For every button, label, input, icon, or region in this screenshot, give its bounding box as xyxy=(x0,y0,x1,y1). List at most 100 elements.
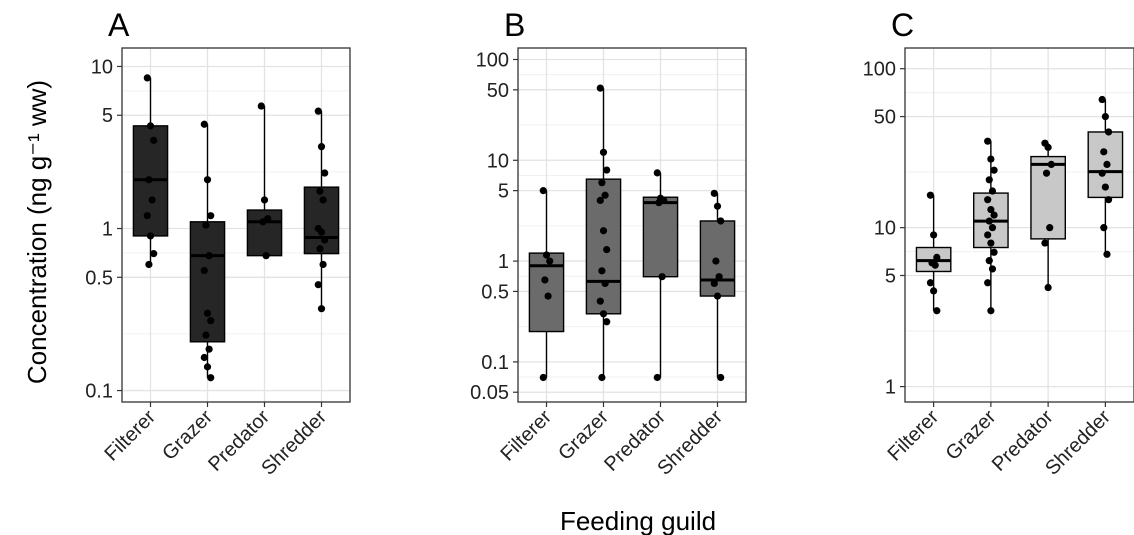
data-point xyxy=(990,166,998,174)
data-point xyxy=(990,211,998,219)
data-point xyxy=(985,257,993,265)
data-point xyxy=(542,251,551,259)
y-tick-label: 1 xyxy=(498,251,509,273)
data-point xyxy=(1100,224,1108,232)
data-point xyxy=(143,74,151,82)
data-point xyxy=(539,373,547,382)
y-tick-label: 100 xyxy=(476,49,509,71)
y-tick-label: 5 xyxy=(498,181,509,203)
data-point xyxy=(653,169,661,177)
box-filterer xyxy=(915,191,952,315)
data-point xyxy=(596,84,604,92)
y-tick-label: 10 xyxy=(91,56,113,78)
data-point xyxy=(717,373,725,382)
data-point xyxy=(710,189,718,197)
data-point xyxy=(933,307,941,315)
panel-b: 0.050.10.5151050100FiltererGrazerPredato… xyxy=(470,7,747,480)
data-point xyxy=(985,217,993,225)
box-iqr xyxy=(189,221,226,343)
data-point xyxy=(257,102,265,110)
box-predator xyxy=(246,102,283,260)
data-point xyxy=(146,122,155,130)
data-point xyxy=(933,253,941,261)
data-point xyxy=(931,261,939,269)
data-point xyxy=(205,252,213,260)
data-point xyxy=(712,257,720,265)
data-point xyxy=(203,176,212,184)
data-point xyxy=(1103,250,1111,258)
data-point xyxy=(598,179,606,187)
data-point xyxy=(987,155,995,163)
y-tick-label: 100 xyxy=(863,59,896,81)
data-point xyxy=(262,252,270,260)
data-point xyxy=(207,212,215,220)
data-point xyxy=(1101,183,1109,191)
data-point xyxy=(1100,148,1108,156)
data-point xyxy=(984,196,992,204)
data-point xyxy=(601,279,609,288)
panel-letter: A xyxy=(108,7,130,43)
data-point xyxy=(544,292,552,300)
data-point xyxy=(926,279,935,287)
data-point xyxy=(715,273,723,281)
x-tick-label: Filterer xyxy=(884,406,944,466)
y-tick-label: 0.05 xyxy=(470,382,509,404)
y-tick-label: 1 xyxy=(102,219,113,241)
data-point xyxy=(200,266,208,275)
data-point xyxy=(930,287,938,295)
data-point xyxy=(1044,283,1052,292)
data-point xyxy=(601,191,609,199)
data-point xyxy=(316,187,324,195)
data-point xyxy=(145,176,153,184)
data-point xyxy=(317,305,326,313)
data-point xyxy=(148,196,156,204)
data-point xyxy=(317,143,326,151)
x-tick-label: Filterer xyxy=(496,406,556,466)
data-point xyxy=(988,265,997,273)
y-tick-label: 0.1 xyxy=(481,352,509,374)
y-tick-label: 0.1 xyxy=(85,381,113,403)
data-point xyxy=(599,148,608,156)
y-tick-label: 10 xyxy=(874,218,896,240)
data-point xyxy=(314,107,322,115)
data-point xyxy=(150,250,158,258)
box-grazer xyxy=(585,84,622,382)
plot-border xyxy=(904,47,1134,403)
data-point xyxy=(987,239,995,247)
data-point xyxy=(658,273,666,281)
data-point xyxy=(598,267,606,275)
data-point xyxy=(984,279,992,287)
data-point xyxy=(202,221,210,229)
panel-letter: B xyxy=(504,7,525,43)
data-point xyxy=(259,218,267,226)
box-predator xyxy=(1030,139,1066,292)
data-point xyxy=(603,318,611,326)
data-point xyxy=(655,199,663,207)
data-point xyxy=(1041,239,1049,247)
data-point xyxy=(930,231,938,239)
box-shredder xyxy=(1087,95,1124,258)
data-point xyxy=(599,310,608,318)
y-tick-label: 5 xyxy=(885,266,896,288)
data-point xyxy=(321,169,329,177)
data-point xyxy=(541,276,549,284)
data-point xyxy=(205,345,213,353)
data-point xyxy=(1098,95,1106,104)
data-point xyxy=(143,212,151,220)
data-point xyxy=(314,281,322,289)
data-point xyxy=(202,331,210,339)
data-point xyxy=(988,224,997,232)
data-point xyxy=(203,363,212,371)
data-point xyxy=(1104,128,1113,136)
data-point xyxy=(1103,160,1111,169)
y-tick-label: 10 xyxy=(487,150,509,172)
data-point xyxy=(598,373,606,382)
data-point xyxy=(1047,160,1055,169)
box-iqr xyxy=(642,196,679,278)
x-tick-label: Filterer xyxy=(100,406,160,466)
data-point xyxy=(653,373,661,382)
data-point xyxy=(319,196,327,204)
data-point xyxy=(713,202,722,210)
plot-border xyxy=(517,47,747,403)
